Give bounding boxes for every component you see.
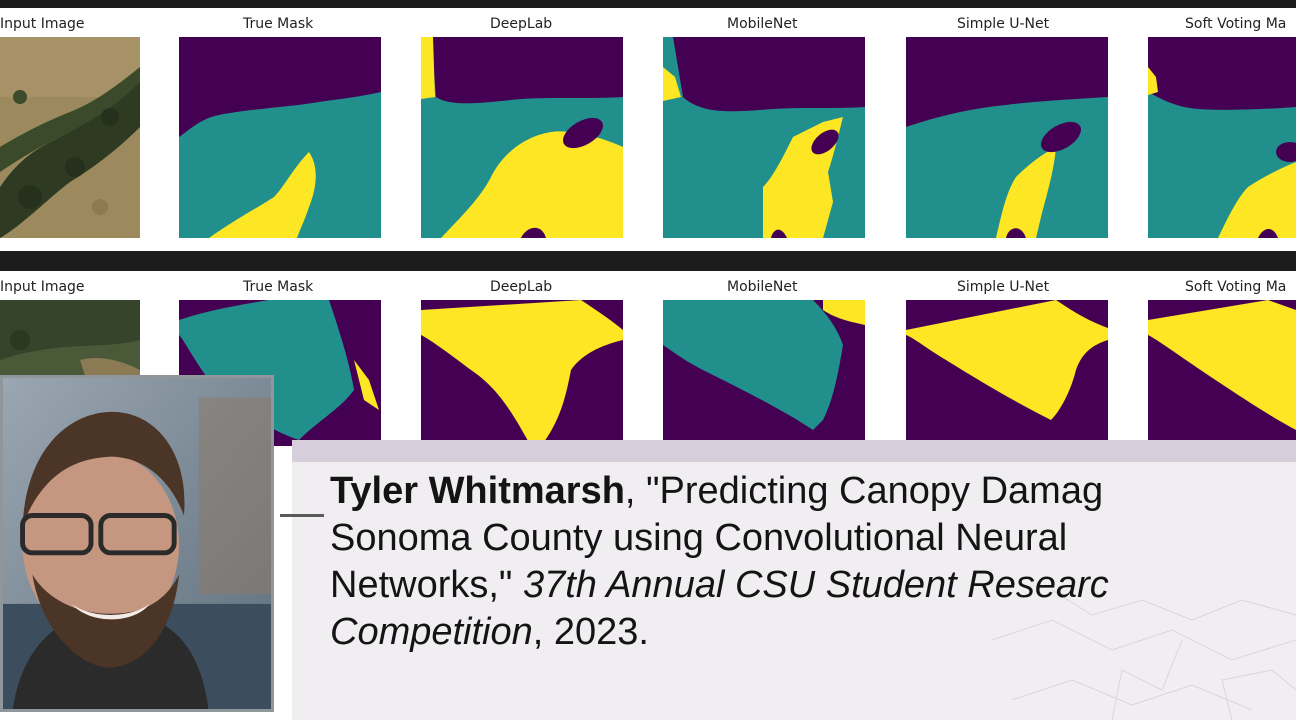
panel-label-simple-unet: Simple U-Net [957,279,1050,295]
mobilenet-panel [663,300,865,446]
results-row-1: Input Image True Mask DeepLab [0,8,1296,251]
deeplab-panel [421,37,623,238]
venue-name: 37th Annual CSU Student Researc [522,564,1109,606]
simple-unet-panel [906,300,1108,446]
panel-label-mobilenet: MobileNet [727,279,798,295]
citation-line-3: Networks," 37th Annual CSU Student Resea… [330,562,1296,609]
citation-year: , 2023. [532,611,649,653]
citation-line-1: Tyler Whitmarsh, "Predicting Canopy Dama… [330,468,1296,515]
true-mask-panel [179,37,381,238]
panel-label-soft-voting: Soft Voting Ma [1185,279,1287,295]
soft-voting-panel [1148,37,1296,238]
citation-background [292,440,1296,720]
title-part-1: , "Predicting Canopy Damag [624,470,1104,512]
venue-name-cont: Competition [330,611,533,653]
citation-line-2: Sonoma County using Convolutional Neural [330,517,1068,559]
true-mask-panel [179,300,381,446]
input-image-panel [0,37,140,238]
citation-text: Tyler Whitmarsh, "Predicting Canopy Dama… [330,468,1296,656]
simple-unet-panel [906,37,1108,238]
author-name: Tyler Whitmarsh [330,470,625,512]
citation-line-4: Competition, 2023. [330,609,1296,656]
citation-accent-bar [292,440,1296,462]
mobilenet-panel [663,37,865,238]
panel-label-input: Input Image [0,279,85,295]
title-part-3: Networks," [330,564,523,606]
author-photo [0,375,274,712]
row-divider [0,251,1296,271]
panel-label-true-mask: True Mask [243,279,314,295]
panel-label-simple-unet: Simple U-Net [957,16,1050,32]
panel-label-deeplab: DeepLab [490,279,553,295]
panel-label-true-mask: True Mask [243,16,314,32]
panel-label-input: Input Image [0,16,85,32]
panel-label-deeplab: DeepLab [490,16,553,32]
panel-label-soft-voting: Soft Voting Ma [1185,16,1287,32]
results-row-2: Input Image True Mask DeepLab MobileNet [0,271,1296,446]
top-divider [0,0,1296,8]
deeplab-panel [421,300,623,446]
accent-line [280,514,324,517]
panel-label-mobilenet: MobileNet [727,16,798,32]
soft-voting-panel [1148,300,1296,446]
